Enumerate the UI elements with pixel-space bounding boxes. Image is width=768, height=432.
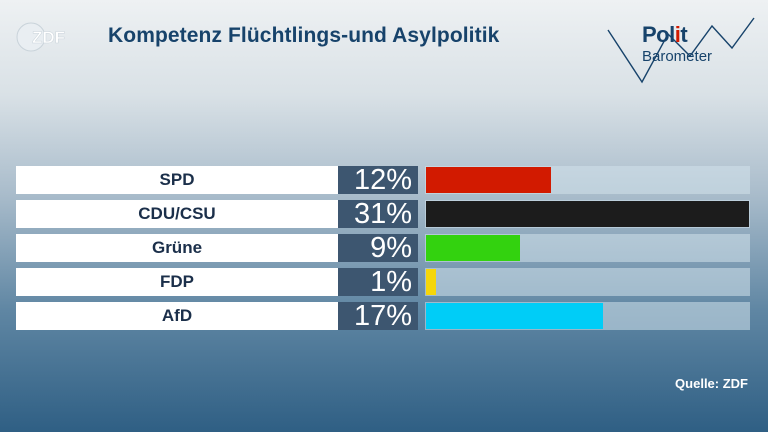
- bar-track: [425, 268, 750, 296]
- bar-track: [425, 200, 750, 228]
- bar-row: SPD 12%: [16, 165, 752, 194]
- value-label: 17%: [338, 301, 418, 330]
- bar-track: [425, 166, 750, 194]
- party-label: FDP: [16, 268, 338, 296]
- bar-row: CDU/CSU 31%: [16, 199, 752, 228]
- logo-text: ZDF: [32, 28, 65, 47]
- party-label: SPD: [16, 166, 338, 194]
- bar: [426, 303, 603, 329]
- bar-track: [425, 302, 750, 330]
- value-label: 1%: [338, 267, 418, 296]
- value-label: 9%: [338, 233, 418, 262]
- brand-polit-i: i: [674, 22, 681, 47]
- party-label: Grüne: [16, 234, 338, 262]
- bar: [426, 269, 436, 295]
- bar-track: [425, 234, 750, 262]
- value-label: 12%: [338, 165, 418, 194]
- bar: [426, 235, 520, 261]
- brand-barometer: Barometer: [642, 48, 713, 65]
- bar: [426, 201, 749, 227]
- brand-polit: Polit: [642, 22, 688, 48]
- bar-row: Grüne 9%: [16, 233, 752, 262]
- chart-title: Kompetenz Flüchtlings-und Asylpolitik: [108, 24, 500, 47]
- brand-polit-a: Pol: [642, 22, 675, 47]
- bar-row: FDP 1%: [16, 267, 752, 296]
- party-label: AfD: [16, 302, 338, 330]
- bar: [426, 167, 551, 193]
- zdf-logo: ZDF: [16, 22, 65, 52]
- value-label: 31%: [338, 199, 418, 228]
- party-label: CDU/CSU: [16, 200, 338, 228]
- bar-row: AfD 17%: [16, 301, 752, 330]
- source-note: Quelle: ZDF: [675, 376, 748, 391]
- bar-chart: SPD 12% CDU/CSU 31% Grüne 9% FDP 1% AfD …: [16, 165, 752, 336]
- politbarometer-logo-lines: [607, 17, 755, 84]
- brand-polit-t: t: [680, 22, 688, 47]
